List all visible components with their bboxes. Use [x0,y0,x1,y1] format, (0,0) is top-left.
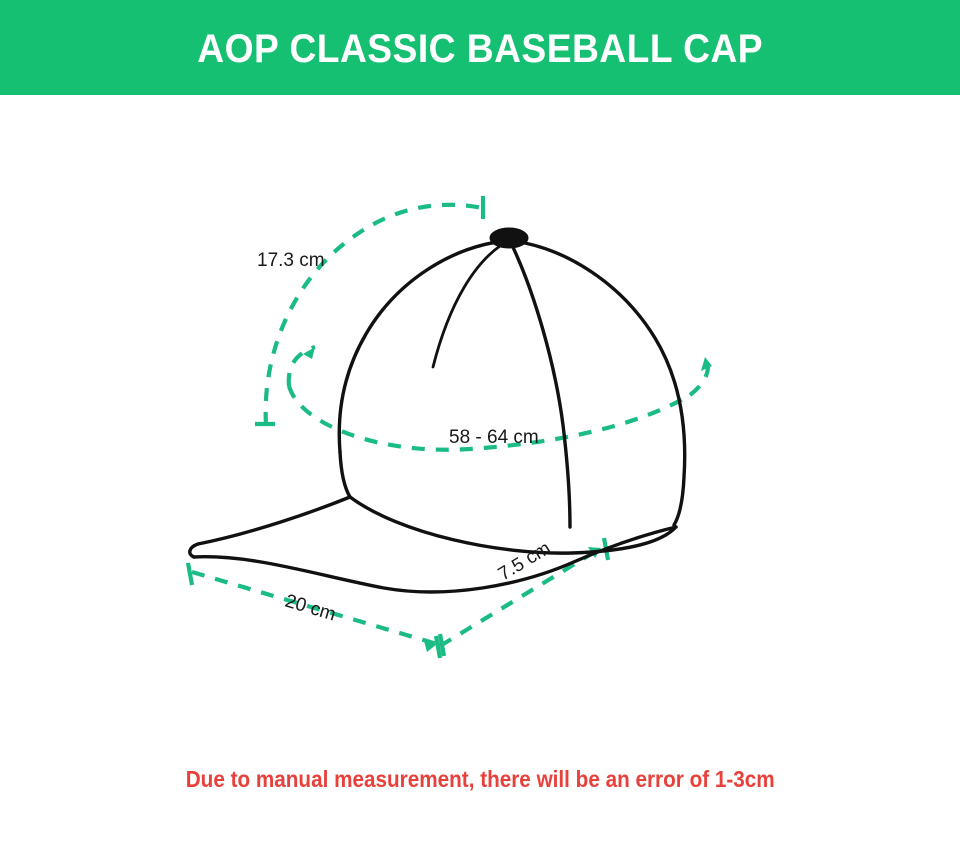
head-circumference-left-arc [286,345,316,387]
dimension-crown-height [255,196,486,427]
label-head-circumference: 58 - 64 cm [449,427,539,448]
brim-depth-tick-bottom [433,635,443,659]
cap-length-tick-left [185,562,195,586]
dimension-head-circumference [286,345,712,452]
measurement-disclaimer: Due to manual measurement, there will be… [0,766,960,793]
crown-height-arc [263,202,484,426]
header-banner: AOP CLASSIC BASEBALL CAP [0,0,960,95]
brim-depth-line [438,546,603,648]
crown-left-panel-edge [337,239,507,454]
cap-headband-edge [348,495,678,555]
cap-top-button [489,227,529,249]
brim-tip [188,542,200,559]
cap-length-arrow [424,641,437,652]
label-cap-length: 20 cm [283,591,339,626]
cap-line-art [188,239,687,594]
brim-top-edge [196,495,352,546]
cap-illustration-svg: 17.3 cm 58 - 64 cm 20 cm 7.5 cm [185,196,712,659]
cap-length-line [191,569,438,647]
crown-left-lower-edge [338,450,352,499]
label-crown-height: 17.3 cm [257,250,325,271]
page-title: AOP CLASSIC BASEBALL CAP [197,26,763,71]
head-circumference-right-arc [688,355,710,397]
head-circumference-arrow-left [303,347,315,359]
head-circumference-front-arc [286,385,692,452]
head-circumference-arrow-right [701,357,712,371]
crown-front-seam-stub [431,244,502,369]
crown-back-seam [509,241,572,529]
cap-diagram: 17.3 cm 58 - 64 cm 20 cm 7.5 cm [0,95,960,755]
brim-bottom-edge [192,525,678,594]
crown-right-silhouette [511,239,687,527]
measurement-disclaimer-text: Due to manual measurement, there will be… [185,766,775,792]
